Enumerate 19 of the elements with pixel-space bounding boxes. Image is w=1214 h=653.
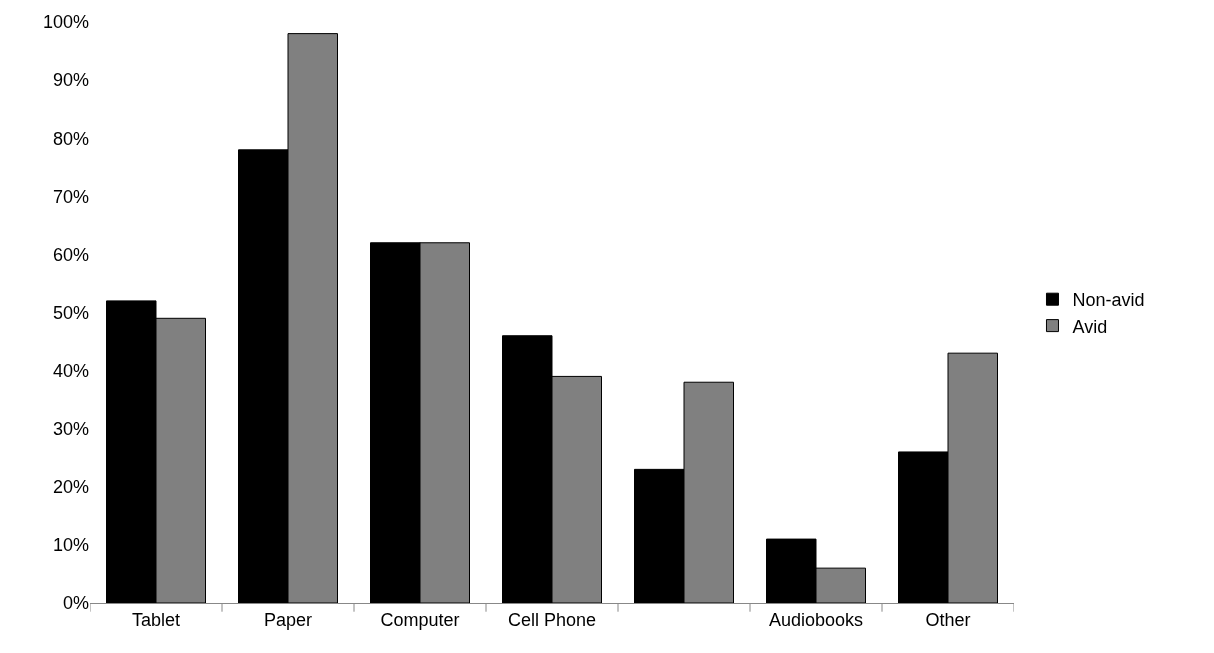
x-tick-label: Computer [380,609,460,630]
y-tick-label: 70% [52,186,89,207]
y-tick-label: 60% [52,244,89,265]
y-tick-label: 0% [62,593,89,614]
y-tick-label: 80% [52,128,89,149]
y-tick-label: 40% [52,360,89,381]
legend-label: Avid [1072,316,1108,337]
x-tick-label: Cell Phone [507,609,597,630]
x-tick-label: Other [925,609,971,630]
x-tick-label: Tablet [131,609,181,630]
y-tick-label: 90% [52,70,89,91]
y-tick-label: 20% [52,477,89,498]
y-tick-label: 10% [52,535,89,556]
y-tick-label: 50% [52,302,89,323]
y-tick-label: 100% [42,12,89,33]
legend-label: Non-avid [1072,290,1145,311]
x-tick-label: Audiobooks [768,609,864,630]
x-tick-label: Paper [263,609,313,630]
y-tick-label: 30% [52,419,89,439]
